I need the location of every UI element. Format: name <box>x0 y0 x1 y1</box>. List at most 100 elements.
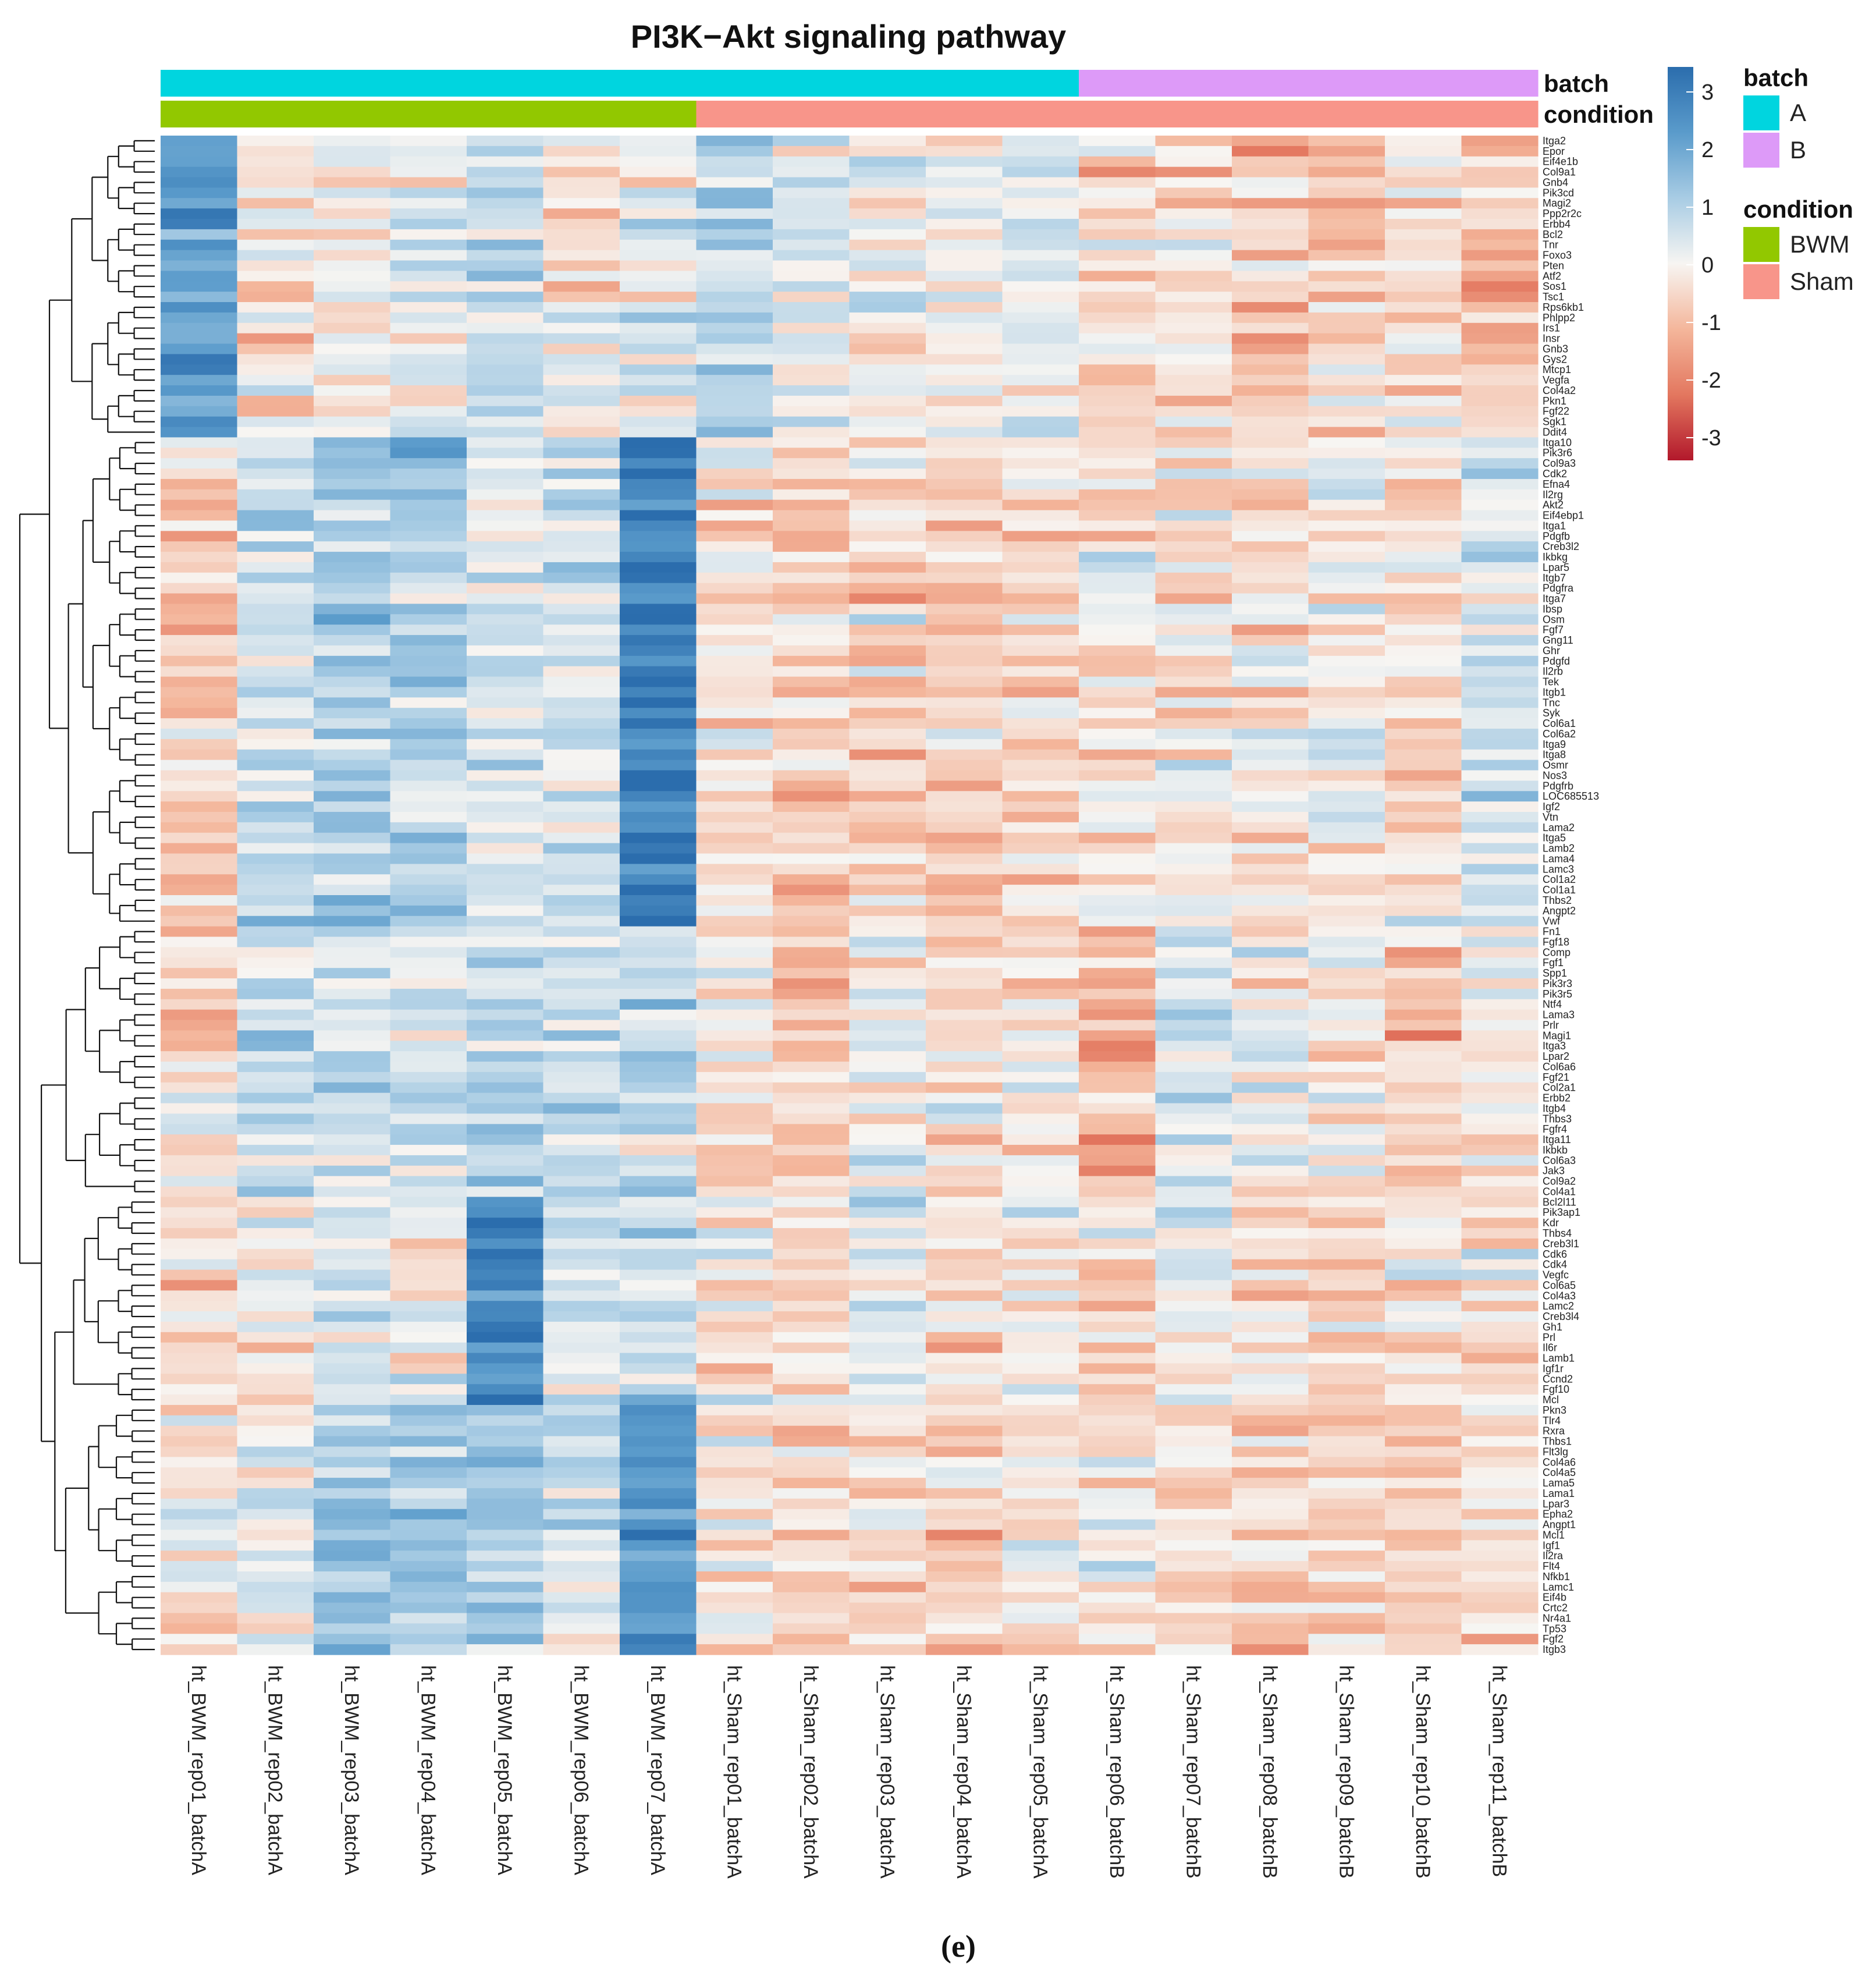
heatmap-cell <box>849 1613 926 1624</box>
heatmap-cell <box>161 1592 238 1603</box>
heatmap-cell <box>696 219 773 230</box>
heatmap-cell <box>1308 999 1385 1010</box>
heatmap-cell <box>1385 655 1462 667</box>
heatmap-cell <box>620 458 697 469</box>
heatmap-cell <box>1002 1301 1079 1312</box>
heatmap-cell <box>467 1602 544 1614</box>
heatmap-cell <box>390 801 467 812</box>
heatmap-cell <box>849 1581 926 1593</box>
heatmap-cell <box>1079 166 1156 178</box>
heatmap-cell <box>237 583 314 594</box>
heatmap-cell <box>696 655 773 667</box>
heatmap-cell <box>161 177 238 188</box>
heatmap-cell <box>1079 1321 1156 1333</box>
heatmap-cell <box>543 936 620 948</box>
heatmap-cell <box>1308 146 1385 157</box>
heatmap-cell <box>849 822 926 833</box>
heatmap-cell <box>773 1540 850 1551</box>
heatmap-cell <box>543 136 620 147</box>
heatmap-cell <box>926 541 1003 552</box>
heatmap-cell <box>1002 198 1079 209</box>
heatmap-cell <box>696 832 773 844</box>
heatmap-cell <box>1308 1561 1385 1572</box>
heatmap-cell <box>1002 260 1079 271</box>
heatmap-cell <box>1155 395 1232 407</box>
heatmap-cell <box>1155 1218 1232 1229</box>
heatmap-cell <box>161 1145 238 1156</box>
heatmap-cell <box>1308 239 1385 251</box>
heatmap-cell <box>390 895 467 906</box>
heatmap-cell <box>237 864 314 875</box>
heatmap-cell <box>849 604 926 615</box>
heatmap-cell <box>849 541 926 552</box>
heatmap-cell <box>237 1301 314 1312</box>
heatmap-cell <box>1385 926 1462 938</box>
heatmap-cell <box>849 322 926 334</box>
column-label: ht_BWM_rep07_batchA <box>646 1665 669 1875</box>
heatmap-cell <box>773 1446 850 1457</box>
heatmap-cell <box>849 364 926 375</box>
heatmap-cell <box>926 676 1003 688</box>
gene-label: Foxo3 <box>1543 250 1572 261</box>
heatmap-cell <box>1308 1176 1385 1187</box>
heatmap-cell <box>1002 364 1079 375</box>
heatmap-cell <box>1155 1623 1232 1634</box>
heatmap-cell <box>1385 312 1462 324</box>
heatmap-cell <box>926 739 1003 750</box>
heatmap-cell <box>1002 1488 1079 1499</box>
heatmap-cell <box>849 739 926 750</box>
batch-legend-swatch <box>1743 95 1779 130</box>
heatmap-cell <box>1155 1071 1232 1083</box>
heatmap-cell <box>237 1238 314 1250</box>
heatmap-cell <box>1232 1446 1309 1457</box>
heatmap-cell <box>1079 1186 1156 1198</box>
heatmap-cell <box>1002 1530 1079 1541</box>
heatmap-cell <box>161 1134 238 1145</box>
heatmap-cell <box>1385 1353 1462 1364</box>
heatmap-cell <box>390 271 467 282</box>
heatmap-cell <box>543 1041 620 1052</box>
heatmap-cell <box>1385 1571 1462 1582</box>
heatmap-cell <box>161 864 238 875</box>
heatmap-cell <box>620 1384 697 1395</box>
heatmap-cell <box>237 1145 314 1156</box>
heatmap-cell <box>1232 1124 1309 1135</box>
heatmap-cell <box>1155 905 1232 917</box>
heatmap-cell <box>1002 1259 1079 1271</box>
heatmap-cell <box>849 187 926 198</box>
column-label: ht_Sham_rep01_batchA <box>723 1665 745 1879</box>
heatmap-cell <box>314 354 391 365</box>
heatmap-cell <box>390 1259 467 1271</box>
heatmap-cell <box>390 1342 467 1354</box>
heatmap-cell <box>1155 219 1232 230</box>
heatmap-cell <box>467 552 544 563</box>
heatmap-cell <box>390 260 467 271</box>
heatmap-cell <box>1002 1467 1079 1478</box>
heatmap-cell <box>543 541 620 552</box>
heatmap-cell <box>237 489 314 501</box>
heatmap-cell <box>1079 312 1156 324</box>
heatmap-cell <box>773 1613 850 1624</box>
heatmap-cell <box>1079 416 1156 428</box>
heatmap-cell <box>314 1550 391 1562</box>
condition-legend-swatch <box>1743 264 1779 299</box>
heatmap-cell <box>773 760 850 771</box>
heatmap-cell <box>1385 1311 1462 1322</box>
heatmap-cell <box>1385 552 1462 563</box>
heatmap-cell <box>237 322 314 334</box>
heatmap-cell <box>849 728 926 740</box>
heatmap-cell <box>696 1415 773 1427</box>
heatmap-cell <box>314 166 391 178</box>
heatmap-cell <box>696 1145 773 1156</box>
heatmap-cell <box>1308 1571 1385 1582</box>
heatmap-cell <box>926 1404 1003 1416</box>
heatmap-cell <box>161 749 238 761</box>
heatmap-cell <box>161 801 238 812</box>
heatmap-cell <box>1385 1540 1462 1551</box>
heatmap-cell <box>696 1290 773 1301</box>
heatmap-cell <box>849 395 926 407</box>
heatmap-cell <box>1308 936 1385 948</box>
heatmap-cell <box>1385 1124 1462 1135</box>
heatmap-cell <box>161 1644 238 1655</box>
